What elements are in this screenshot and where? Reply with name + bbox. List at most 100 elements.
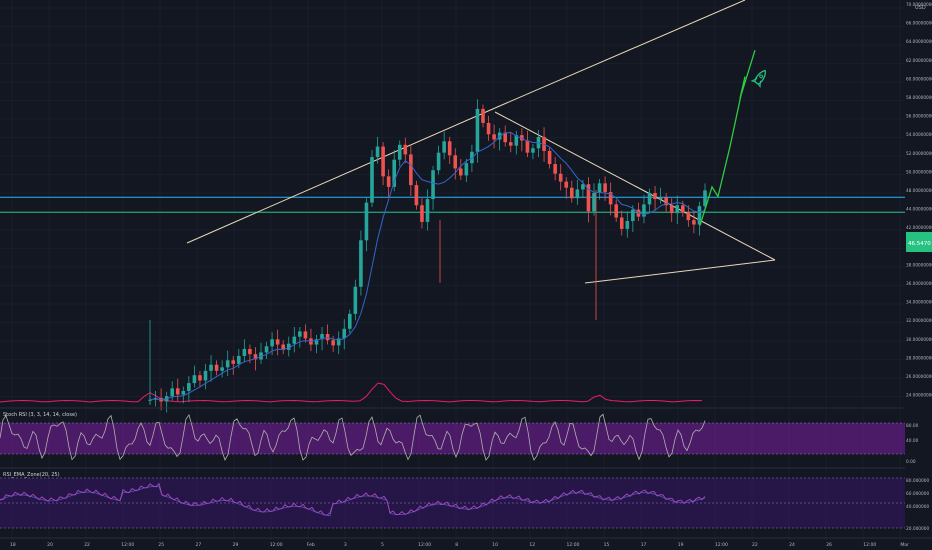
candle-body [392, 159, 396, 187]
price-tick-label: 36.00000000 [906, 281, 932, 286]
candle-body [514, 135, 519, 146]
time-tick-label: 12:00 [418, 542, 431, 548]
stoch-tick-label: 40.00 [906, 438, 919, 444]
candle-body [386, 176, 391, 187]
time-tick-label: 12:00 [567, 542, 580, 548]
currency-label: USD [915, 5, 926, 11]
candle-body [175, 388, 180, 395]
candle-body [314, 339, 319, 345]
candle-body [464, 163, 469, 176]
price-badge: 46.5470 [906, 232, 932, 252]
candle-body [264, 346, 269, 353]
candle-body [592, 192, 596, 212]
price-tick-label: 32.00000000 [906, 318, 932, 323]
candle-body [564, 181, 569, 188]
candle-body [614, 204, 618, 218]
time-tick-label: 12:00 [270, 542, 283, 548]
horizontal-levels [0, 196, 905, 213]
price-tick-label: 50.00000000 [906, 169, 932, 174]
wedge-upper-extension-line [494, 0, 746, 109]
stoch-band [0, 423, 905, 454]
time-tick-label: 18 [10, 542, 16, 548]
price-tick-label: 56.00000000 [906, 114, 932, 119]
time-tick-label: 12:00 [863, 542, 876, 548]
candle-body [675, 205, 680, 214]
candle-body [658, 197, 663, 200]
candle-body [697, 206, 702, 225]
wedge-trendlines [186, 0, 776, 284]
moving-average-line [149, 131, 706, 401]
price-tick-label: 38.00000000 [906, 262, 932, 267]
time-tick-label: 22 [752, 542, 758, 548]
candle-body [520, 135, 524, 141]
time-tick-label: 17 [641, 542, 647, 548]
price-tick-label: 42.00000000 [906, 225, 932, 230]
candle-body [531, 148, 535, 153]
rsi-tick-label: 40.000000 [906, 504, 930, 510]
candle-body [187, 383, 191, 391]
price-tick-label: 48.00000000 [906, 188, 932, 193]
candle-body [436, 152, 441, 171]
candle-body [686, 212, 691, 221]
price-badge-value: 46.5470 [908, 241, 931, 247]
candle-body [470, 151, 474, 164]
time-axis: 18 20 22 12:00 25 27 29 12:00 Feb 3 5 12:00 8 10 12 12:… [10, 542, 909, 548]
price-tick-label: 60.00000000 [906, 76, 932, 81]
candle-body [397, 144, 402, 160]
candle-body [653, 192, 657, 200]
candle-body [431, 170, 435, 200]
projection-line [699, 50, 756, 226]
time-tick-label: 19 [678, 542, 684, 548]
candle-body [231, 360, 236, 364]
candle-body [403, 144, 408, 155]
candle-body [664, 197, 668, 206]
time-tick-label: 29 [233, 542, 239, 548]
candle-body [275, 339, 280, 345]
candle-body [225, 360, 230, 368]
candle-body [409, 154, 413, 186]
candle-body [525, 140, 530, 153]
candle-body [353, 286, 358, 314]
time-tick-label: 12 [529, 542, 535, 548]
candle-body [342, 328, 347, 339]
candle-body [475, 108, 480, 152]
candle-body [420, 205, 424, 222]
time-tick-label: 15 [604, 542, 610, 548]
candle-body [270, 339, 274, 347]
candle-body [192, 375, 197, 384]
candle-body [248, 348, 252, 355]
candle-body [303, 331, 308, 339]
candle-body [381, 146, 385, 177]
projection-path [699, 50, 756, 226]
candle-body [214, 364, 219, 371]
wedge-upper-left-line [186, 107, 496, 244]
time-tick-label: 26 [826, 542, 832, 548]
candle-body [364, 202, 369, 241]
candle-body [508, 142, 513, 146]
candle-body [570, 187, 574, 199]
candle-body [581, 184, 585, 190]
price-tick-label: 64.00000000 [906, 39, 932, 44]
candle-body [442, 141, 446, 153]
rsi-tick-label: 80.000000 [906, 478, 930, 484]
rocket-icon [750, 69, 766, 88]
candle-body [608, 192, 613, 205]
time-tick-label: Feb [307, 542, 315, 548]
candle-body [348, 313, 352, 329]
candle-body [203, 370, 208, 381]
price-tick-label: 52.00000000 [906, 151, 932, 156]
candle-body [292, 336, 297, 344]
candle-body [198, 375, 202, 381]
candle-body [486, 122, 491, 135]
time-tick-label: 22 [84, 542, 90, 548]
time-tick-label: 25 [158, 542, 164, 548]
candle-body [631, 209, 635, 222]
stoch-tick-label: 0.00 [906, 459, 916, 465]
time-tick-label: 10 [492, 542, 498, 548]
time-tick-label: 20 [47, 542, 53, 548]
price-tick-label: 28.00000000 [906, 355, 932, 360]
candle-body [503, 132, 507, 143]
candle-body [603, 183, 607, 193]
candle-body [547, 150, 552, 165]
